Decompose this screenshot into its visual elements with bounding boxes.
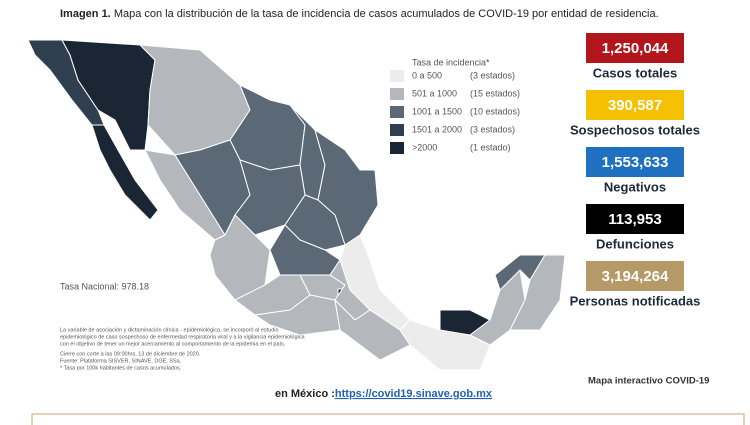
legend-swatch (390, 70, 404, 82)
legend-range: 1501 a 2000 (412, 124, 462, 134)
note-line: con el objetivo de tener un mejor acerca… (60, 341, 286, 347)
legend-title: Tasa de incidencia* (412, 57, 490, 67)
stat-label: Casos totales (593, 65, 678, 80)
map (27, 39, 566, 371)
notes: La variable de asociación y dictaminació… (60, 327, 306, 371)
legend-swatch (390, 106, 404, 118)
stat-label: Sospechosos totales (570, 122, 700, 137)
legend-swatch (390, 142, 404, 154)
stat-box (586, 147, 684, 177)
stat-box (586, 204, 684, 234)
link-prefix: en México : (275, 388, 335, 400)
stat-value: 113,953 (608, 211, 661, 228)
stat-box (586, 90, 684, 120)
legend-count: (3 estados) (470, 124, 515, 134)
tasa-nacional: Tasa Nacional: 978.18 (60, 281, 149, 291)
link-url[interactable]: https://covid19.sinave.gob.mx (335, 388, 493, 400)
note-line: Fuente: Plataforma SISVER, SINAVE, DGE, … (60, 358, 182, 364)
legend-count: (1 estado) (470, 142, 511, 152)
stat-label: Defunciones (596, 236, 674, 251)
caption-label: Imagen 1. (60, 8, 111, 20)
legend: 0 a 500 (3 estados) 501 a 1000 (15 estados)… (390, 70, 520, 154)
stat-value: 390,587 (608, 97, 662, 114)
stat-value: 1,250,044 (602, 40, 669, 57)
stat-box (586, 33, 684, 63)
legend-count: (10 estados) (470, 106, 520, 116)
note-line: epidemiológico de caso sospechoso de enf… (60, 334, 306, 340)
note-line: Cierre con corte a las 09:00hrs, 13 de d… (60, 351, 201, 357)
note-line: La variable de asociación y dictaminació… (60, 327, 279, 333)
legend-range: 1001 a 1500 (412, 106, 462, 116)
legend-count: (15 estados) (470, 88, 520, 98)
interactive-label: Mapa interactivo COVID-19 (588, 376, 709, 387)
stat-box (586, 261, 684, 291)
stat-value: 3,194,264 (602, 268, 669, 285)
stat-label: Personas notificadas (570, 293, 701, 308)
stat-value: 1,553,633 (602, 154, 669, 171)
caption-text: Mapa con la distribución de la tasa de i… (114, 8, 659, 20)
link: en México :https://covid19.sinave.gob.mx (275, 388, 493, 400)
footer-box (31, 413, 745, 425)
legend-range: 0 a 500 (412, 70, 442, 80)
legend-range: 501 a 1000 (412, 88, 457, 98)
legend-swatch (390, 124, 404, 136)
caption: Imagen 1. Mapa con la distribución de la… (60, 8, 659, 20)
note-line: * Tasa por 100k habitantes de casos acum… (60, 365, 182, 371)
legend-swatch (390, 88, 404, 100)
stat-label: Negativos (604, 179, 666, 194)
legend-count: (3 estados) (470, 70, 515, 80)
legend-range: >2000 (412, 142, 437, 152)
stats: 1,250,044 Casos totales 390,587 Sospechosos… (570, 33, 701, 308)
